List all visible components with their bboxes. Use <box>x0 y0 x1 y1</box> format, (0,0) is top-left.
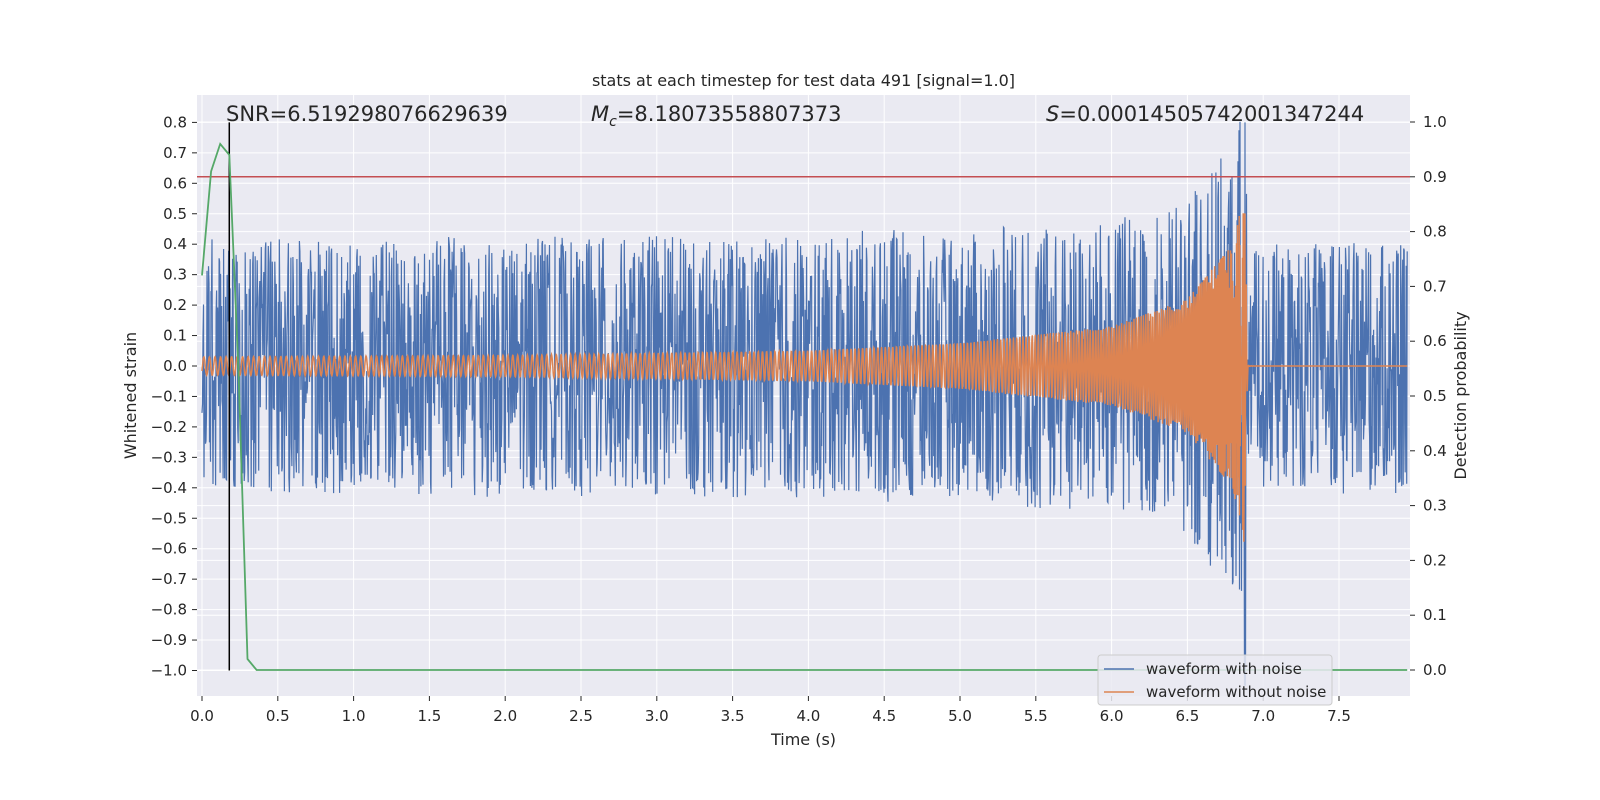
detection-probability-line <box>201 142 1408 671</box>
s-value: =0.00014505742001347244 <box>1059 102 1364 126</box>
right-tick-label: 0.2 <box>1423 551 1447 569</box>
left-tick-label: −0.9 <box>151 631 187 649</box>
left-tick-label: 0.1 <box>163 327 187 345</box>
x-tick-label: 5.5 <box>1024 707 1048 725</box>
left-tick-label: 0.2 <box>163 296 187 314</box>
x-axis-ticks: 0.0 0.5 1.0 1.5 2.0 2.5 3.0 3.5 4.0 4.5 5.0 5.5 6.0 6… <box>190 696 1351 725</box>
series-waveform-without-noise <box>201 213 1408 542</box>
x-tick-label: 7.5 <box>1327 707 1351 725</box>
chirp-mass-annotation: Mc=8.18073558807373 <box>591 102 842 130</box>
right-axis-label: Detection probability <box>1451 311 1470 479</box>
series-detection-probability <box>201 142 1408 671</box>
x-tick-label: 0.0 <box>190 707 214 725</box>
left-tick-label: −0.5 <box>151 509 187 527</box>
right-tick-label: 0.8 <box>1423 223 1447 241</box>
left-tick-label: −0.7 <box>151 570 187 588</box>
right-tick-label: 0.0 <box>1423 661 1447 679</box>
chirp-mass-value: =8.18073558807373 <box>617 102 842 126</box>
right-tick-label: 0.1 <box>1423 606 1447 624</box>
x-tick-label: 6.0 <box>1100 707 1124 725</box>
legend-label-clean: waveform without noise <box>1146 683 1326 701</box>
left-tick-label: 0.5 <box>163 205 187 223</box>
left-tick-label: 0.8 <box>163 113 187 131</box>
right-tick-label: 0.9 <box>1423 168 1447 186</box>
left-tick-label: −0.4 <box>151 479 187 497</box>
left-tick-label: −1.0 <box>151 662 187 680</box>
waveform-without-noise-line <box>201 213 1408 542</box>
left-tick-label: 0.6 <box>163 174 187 192</box>
right-tick-label: 1.0 <box>1423 113 1447 131</box>
left-tick-label: −0.2 <box>151 418 187 436</box>
left-tick-label: −0.1 <box>151 387 187 405</box>
right-tick-label: 0.6 <box>1423 332 1447 350</box>
right-axis-ticks: 1.0 0.9 0.8 0.7 0.6 0.5 0.4 0.3 0.2 0.1 0.0 <box>1410 113 1447 679</box>
legend-label-noise: waveform with noise <box>1146 660 1302 678</box>
chart-title: stats at each timestep for test data 491… <box>592 71 1015 90</box>
x-tick-label: 4.0 <box>796 707 820 725</box>
x-tick-label: 1.5 <box>417 707 441 725</box>
left-tick-label: 0.3 <box>163 266 187 284</box>
legend-box <box>1097 654 1333 706</box>
chirp-mass-subscript: c <box>609 114 617 130</box>
x-tick-label: 0.5 <box>266 707 290 725</box>
right-tick-label: 0.4 <box>1423 442 1447 460</box>
left-tick-label: 0.4 <box>163 235 187 253</box>
x-tick-label: 2.5 <box>569 707 593 725</box>
x-tick-label: 4.5 <box>872 707 896 725</box>
left-tick-label: 0.7 <box>163 144 187 162</box>
s-annotation: S=0.00014505742001347244 <box>1046 102 1364 126</box>
right-tick-label: 0.7 <box>1423 277 1447 295</box>
left-axis-label: Whitened strain <box>121 332 140 459</box>
left-tick-label: −0.8 <box>151 601 187 619</box>
left-tick-label: −0.6 <box>151 540 187 558</box>
s-symbol: S <box>1046 102 1059 126</box>
x-axis-label: Time (s) <box>770 730 836 749</box>
x-tick-label: 3.5 <box>721 707 745 725</box>
left-tick-label: −0.3 <box>151 448 187 466</box>
right-tick-label: 0.3 <box>1423 497 1447 515</box>
x-tick-label: 2.0 <box>493 707 517 725</box>
left-axis-ticks: 0.8 0.7 0.6 0.5 0.4 0.3 0.2 0.1 0.0 −0.1 −0.2 −0.3 −… <box>151 113 197 680</box>
x-tick-label: 5.0 <box>948 707 972 725</box>
x-tick-label: 3.0 <box>645 707 669 725</box>
chirp-mass-symbol: M <box>591 102 609 126</box>
right-tick-label: 0.5 <box>1423 387 1447 405</box>
legend: waveform with noise waveform without noi… <box>1097 654 1333 706</box>
snr-annotation: SNR=6.519298076629639 <box>226 102 508 126</box>
x-tick-label: 7.0 <box>1251 707 1275 725</box>
x-tick-label: 1.0 <box>342 707 366 725</box>
left-tick-label: 0.0 <box>163 357 187 375</box>
x-tick-label: 6.5 <box>1175 707 1199 725</box>
